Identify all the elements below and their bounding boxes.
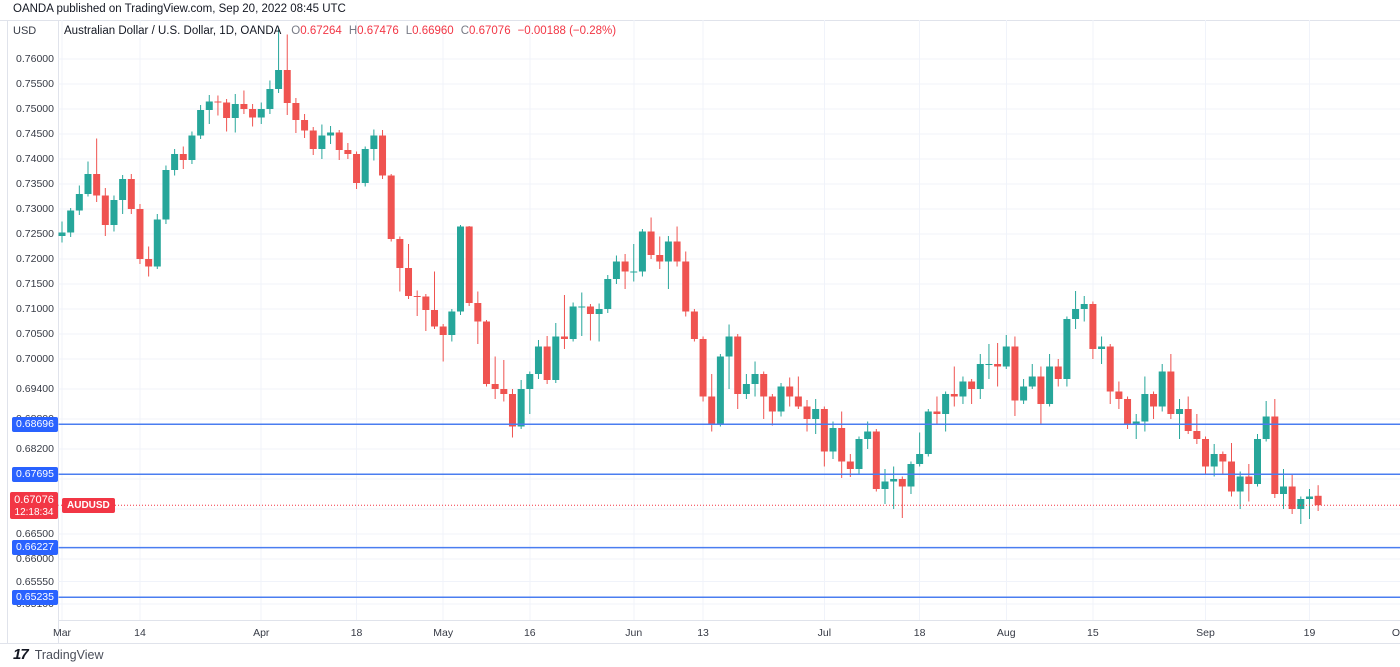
attribution-text: OANDA published on TradingView.com, Sep …: [13, 3, 346, 15]
price-tick-label: 0.66000: [16, 553, 54, 565]
time-tick-label: Apr: [253, 627, 270, 639]
high-value: 0.67476: [357, 25, 399, 37]
price-tick-label: 0.73000: [16, 203, 54, 215]
price-line-label: 0.68696: [12, 416, 58, 432]
price-tick-label: 0.72000: [16, 253, 54, 265]
symbol-title: Australian Dollar / U.S. Dollar, 1D, OAN…: [64, 25, 282, 37]
time-tick-label: 16: [523, 627, 536, 639]
price-scale-currency: USD: [13, 25, 37, 37]
time-tick-label: 18: [913, 627, 926, 639]
close-value: 0.67076: [469, 25, 511, 37]
price-tick-label: 0.72500: [16, 228, 54, 240]
price-tick-label: 0.71500: [16, 278, 54, 290]
high-letter: H: [348, 25, 358, 37]
price-tick-label: 0.73500: [16, 178, 54, 190]
price-tick-label: 0.71000: [16, 303, 54, 315]
price-tick-label: 0.69400: [16, 383, 54, 395]
time-tick-label: Jun: [625, 627, 643, 639]
tradingview-logo-icon: 17: [13, 646, 29, 663]
time-tick-label: 14: [134, 627, 146, 639]
price-tick-label: 0.74500: [16, 128, 54, 140]
price-tick-label: 0.74000: [16, 153, 54, 165]
close-letter: C: [460, 25, 470, 37]
time-tick-label: 13: [697, 627, 709, 639]
price-line-label: 0.66227: [12, 540, 58, 556]
price-tick-label: 0.65550: [16, 575, 54, 588]
price-tick-label: 0.75500: [16, 78, 54, 90]
time-tick-label: Jul: [817, 627, 832, 639]
price-line-label: 0.67695: [12, 466, 58, 482]
price-axis-separator: [58, 20, 59, 643]
price-tick-label: 0.75000: [16, 103, 54, 115]
time-tick-label: Sep: [1196, 627, 1215, 639]
tradingview-wordmark: TradingView: [34, 647, 104, 662]
symbol-tag: AUDUSD: [62, 498, 115, 513]
time-axis-separator: [58, 620, 1400, 621]
open-letter: O: [291, 25, 301, 37]
chart-legend: Australian Dollar / U.S. Dollar, 1D, OAN…: [64, 25, 616, 37]
price-tick-label: 0.70500: [16, 328, 54, 340]
price-tick-label: 0.70000: [16, 353, 54, 365]
time-tick-label: Aug: [996, 627, 1016, 639]
widget-bottom-border: [0, 643, 1400, 644]
footer: 17 TradingView: [13, 646, 103, 663]
bar-countdown: 12:18:34: [14, 507, 54, 518]
time-tick-label: May: [433, 627, 454, 639]
price-tick-label: 0.66500: [16, 528, 54, 540]
widget-top-border: [0, 20, 1400, 21]
price-tick-label: 0.76000: [16, 53, 54, 65]
time-tick-label: O: [1391, 627, 1400, 639]
low-value: 0.66960: [412, 25, 454, 37]
time-tick-label: 18: [350, 627, 363, 639]
widget-left-border: [7, 20, 8, 643]
price-tick-label: 0.68200: [16, 443, 54, 455]
last-price-label: 0.67076 12:18:34: [10, 492, 58, 519]
time-tick-label: 19: [1303, 627, 1316, 639]
low-letter: L: [405, 25, 413, 37]
time-tick-label: Mar: [52, 627, 72, 639]
open-value: 0.67264: [300, 25, 342, 37]
time-tick-label: 15: [1087, 627, 1099, 639]
price-line-label: 0.65235: [12, 589, 58, 605]
change-value: −0.00188 (−0.28%): [517, 25, 617, 37]
last-price-value: 0.67076: [14, 494, 54, 506]
